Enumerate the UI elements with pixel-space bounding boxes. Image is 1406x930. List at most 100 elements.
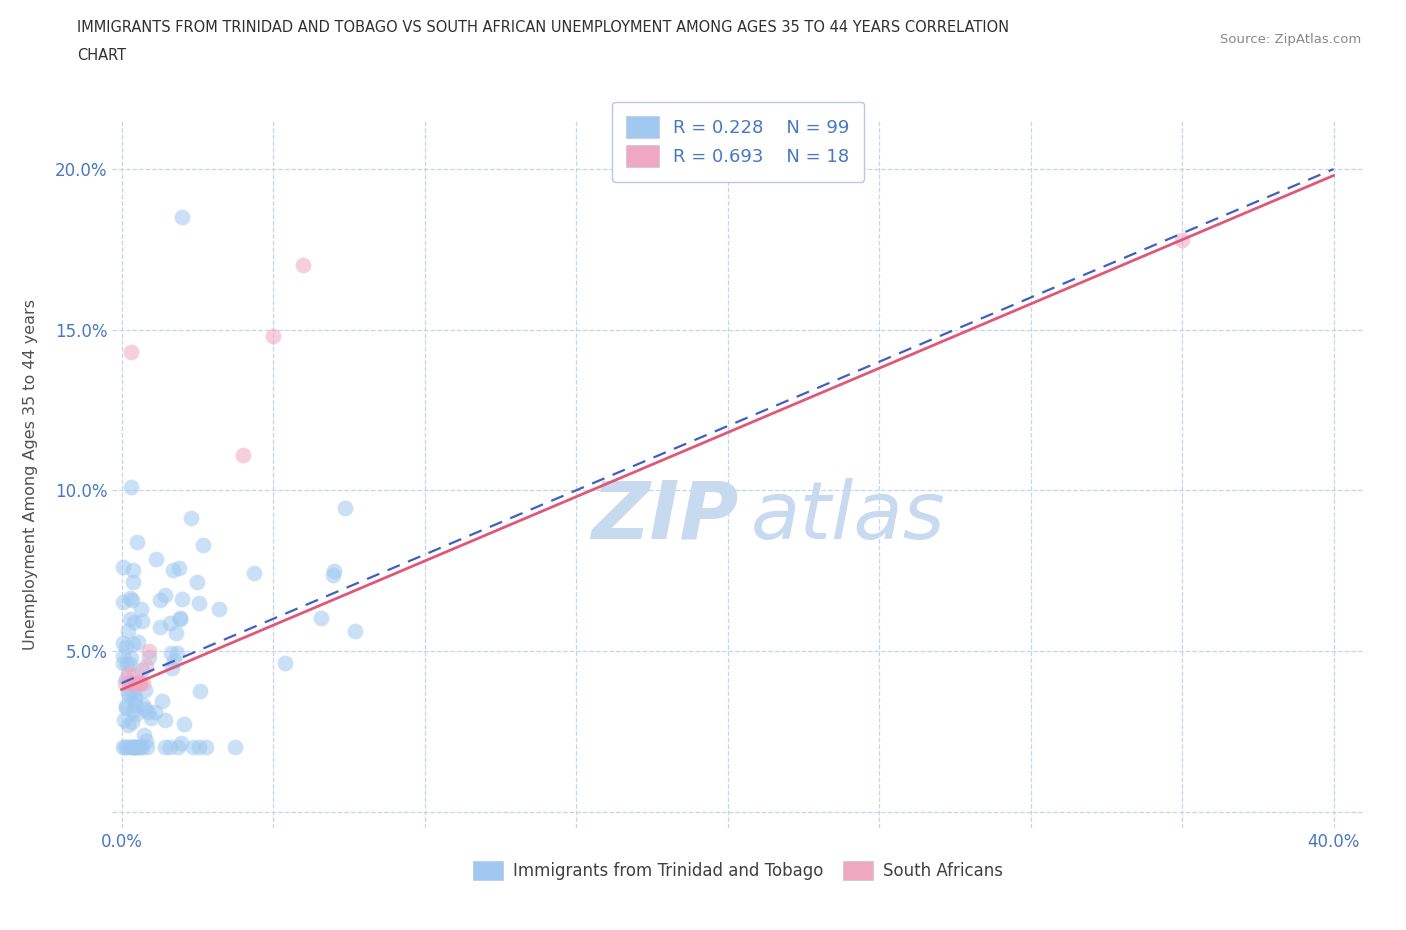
Point xyxy=(207,602,229,617)
Y-axis label: Unemployment Among Ages 35 to 44 years: Unemployment Among Ages 35 to 44 years xyxy=(24,299,38,650)
Point xyxy=(120,676,142,691)
Point xyxy=(153,587,176,602)
Point xyxy=(136,704,159,719)
Point xyxy=(132,698,155,712)
Point xyxy=(292,258,315,272)
Point xyxy=(114,640,136,655)
Point xyxy=(166,645,188,660)
Point xyxy=(112,560,135,575)
Point xyxy=(141,711,163,725)
Point xyxy=(121,563,143,578)
Text: IMMIGRANTS FROM TRINIDAD AND TOBAGO VS SOUTH AFRICAN UNEMPLOYMENT AMONG AGES 35 : IMMIGRANTS FROM TRINIDAD AND TOBAGO VS S… xyxy=(77,20,1010,35)
Point xyxy=(112,648,135,663)
Point xyxy=(122,575,145,590)
Point xyxy=(262,328,284,343)
Point xyxy=(134,683,156,698)
Point xyxy=(180,511,202,525)
Point xyxy=(125,676,148,691)
Point xyxy=(125,706,148,721)
Point xyxy=(112,595,135,610)
Point xyxy=(131,614,153,629)
Point xyxy=(155,740,177,755)
Point xyxy=(122,740,145,755)
Point xyxy=(188,740,211,755)
Point xyxy=(309,611,332,626)
Point xyxy=(169,610,191,625)
Point xyxy=(121,704,143,719)
Point xyxy=(121,715,143,730)
Point xyxy=(153,712,176,727)
Point xyxy=(160,661,183,676)
Point xyxy=(121,740,143,755)
Point xyxy=(243,565,266,580)
Point xyxy=(172,210,194,225)
Point xyxy=(172,591,194,606)
Point xyxy=(117,718,139,733)
Point xyxy=(129,602,152,617)
Point xyxy=(128,740,150,755)
Point xyxy=(112,712,135,727)
Point xyxy=(135,658,157,673)
Point xyxy=(127,634,149,649)
Point xyxy=(138,644,160,658)
Point xyxy=(181,740,204,755)
Point xyxy=(118,740,141,755)
Point xyxy=(122,668,145,683)
Point xyxy=(122,740,145,755)
Point xyxy=(173,716,195,731)
Point xyxy=(150,693,173,708)
Text: CHART: CHART xyxy=(77,48,127,63)
Point xyxy=(165,626,187,641)
Point xyxy=(124,698,146,712)
Point xyxy=(120,480,142,495)
Point xyxy=(125,534,148,549)
Point xyxy=(273,655,295,670)
Text: atlas: atlas xyxy=(751,478,945,556)
Point xyxy=(124,740,146,755)
Point xyxy=(162,563,184,578)
Point xyxy=(333,500,356,515)
Point xyxy=(122,739,145,754)
Point xyxy=(167,740,190,755)
Point xyxy=(122,637,145,652)
Point xyxy=(114,676,136,691)
Point xyxy=(124,688,146,703)
Point xyxy=(322,567,344,582)
Point xyxy=(118,657,141,671)
Point xyxy=(120,651,142,666)
Point xyxy=(131,740,153,755)
Point xyxy=(120,676,142,691)
Point xyxy=(145,551,167,566)
Point xyxy=(186,575,208,590)
Point xyxy=(115,671,138,686)
Point xyxy=(128,676,150,691)
Point xyxy=(170,736,193,751)
Point xyxy=(112,635,135,650)
Point xyxy=(194,740,217,755)
Point xyxy=(122,676,145,691)
Point xyxy=(149,592,172,607)
Point xyxy=(128,676,150,691)
Point xyxy=(131,662,153,677)
Text: ZIP: ZIP xyxy=(591,478,738,556)
Point xyxy=(138,650,160,665)
Point xyxy=(112,740,135,755)
Point xyxy=(159,616,181,631)
Point xyxy=(224,740,246,755)
Point xyxy=(122,614,145,629)
Point xyxy=(117,740,139,755)
Point xyxy=(118,687,141,702)
Point xyxy=(135,740,157,755)
Point xyxy=(121,592,143,607)
Point xyxy=(115,700,138,715)
Point xyxy=(135,733,157,748)
Point xyxy=(117,624,139,639)
Point xyxy=(132,728,155,743)
Point xyxy=(149,620,172,635)
Point xyxy=(232,447,254,462)
Point xyxy=(191,538,214,552)
Point xyxy=(121,685,143,700)
Text: Source: ZipAtlas.com: Source: ZipAtlas.com xyxy=(1220,33,1361,46)
Point xyxy=(343,624,366,639)
Point xyxy=(124,693,146,708)
